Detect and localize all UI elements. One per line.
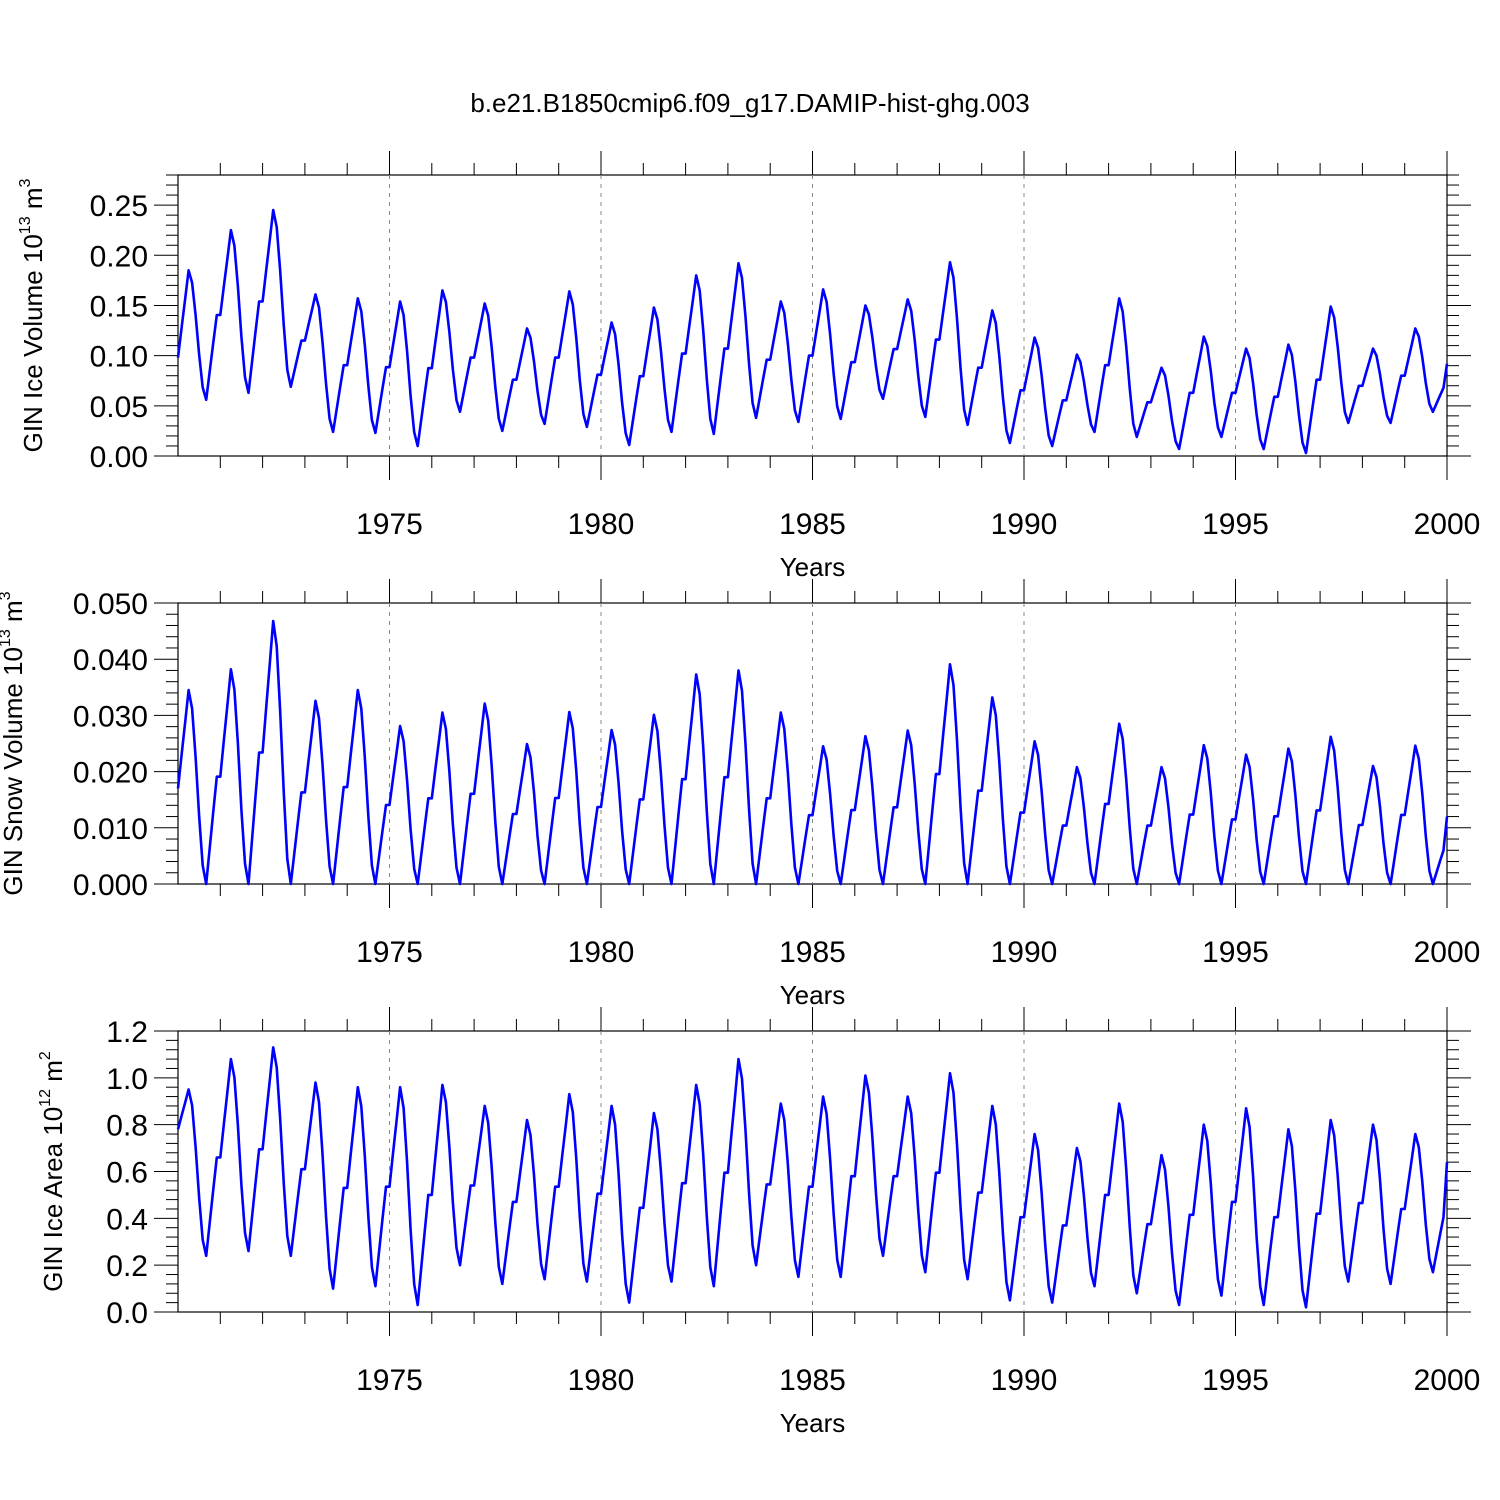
panel-2: 1975 1980 1985 1990 1995 2000 Years 0.000 0.010 0…: [0, 579, 1480, 1010]
y-tick-label: 0.05: [90, 391, 148, 424]
y-axis-title: GIN Ice Volume 1013 m3: [17, 178, 48, 452]
x-tick-label: 1985: [779, 1364, 846, 1397]
y-tick-label: 1.2: [106, 1016, 148, 1049]
x-tick-label: 1995: [1202, 936, 1269, 969]
series-line: [176, 208, 1449, 455]
y-tick-label: 0.00: [90, 441, 148, 474]
x-tick-label: 1990: [991, 1364, 1058, 1397]
x-tick-label: 2000: [1414, 508, 1481, 541]
x-tick-label: 1995: [1202, 1364, 1269, 1397]
y-tick-label: 0.6: [106, 1157, 148, 1190]
x-tick-label: 1980: [568, 508, 635, 541]
y-tick-label: 0.010: [73, 813, 148, 846]
y-tick-label: 0.020: [73, 757, 148, 790]
y-tick-label: 1.0: [106, 1063, 148, 1096]
y-tick-label: 0.050: [73, 588, 148, 621]
x-tick-label: 1990: [991, 936, 1058, 969]
y-tick-label: 0.030: [73, 700, 148, 733]
y-tick-label: 0.20: [90, 240, 148, 273]
x-axis-title: Years: [780, 552, 846, 582]
chart-title: b.e21.B1850cmip6.f09_g17.DAMIP-hist-ghg.…: [470, 88, 1029, 118]
x-tick-label: 1985: [779, 936, 846, 969]
y-axis-title: GIN Snow Volume 1013 m3: [0, 591, 28, 895]
x-tick-label: 2000: [1414, 1364, 1481, 1397]
panel-1: 1975 1980 1985 1990 1995 2000 Years 0.00 0.05 0.1…: [17, 151, 1480, 582]
y-tick-label: 0.4: [106, 1203, 148, 1236]
y-tick-label: 0.8: [106, 1110, 148, 1143]
y-tick-label: 0.040: [73, 644, 148, 677]
y-tick-label: 0.2: [106, 1250, 148, 1283]
x-tick-label: 1980: [568, 936, 635, 969]
y-tick-label: 0.000: [73, 869, 148, 902]
x-tick-label: 1985: [779, 508, 846, 541]
x-tick-label: 1975: [356, 1364, 423, 1397]
x-tick-label: 1975: [356, 936, 423, 969]
x-tick-label: 1990: [991, 508, 1058, 541]
x-tick-label: 1975: [356, 508, 423, 541]
x-tick-label: 2000: [1414, 936, 1481, 969]
x-tick-label: 1980: [568, 1364, 635, 1397]
panel-3: 1975 1980 1985 1990 1995 2000 Years 0.0 0.2 0.4 0.…: [37, 1007, 1480, 1438]
y-tick-label: 0.10: [90, 341, 148, 374]
x-axis-title: Years: [780, 980, 846, 1010]
plot-frame: [177, 1030, 1448, 1313]
y-tick-label: 0.25: [90, 190, 148, 223]
y-tick-label: 0.15: [90, 290, 148, 323]
x-axis-title: Years: [780, 1408, 846, 1438]
y-axis-title: GIN Ice Area 1012 m2: [37, 1051, 68, 1292]
x-tick-label: 1995: [1202, 508, 1269, 541]
series-line: [176, 619, 1449, 886]
series-line: [176, 1046, 1449, 1309]
y-tick-label: 0.0: [106, 1297, 148, 1330]
